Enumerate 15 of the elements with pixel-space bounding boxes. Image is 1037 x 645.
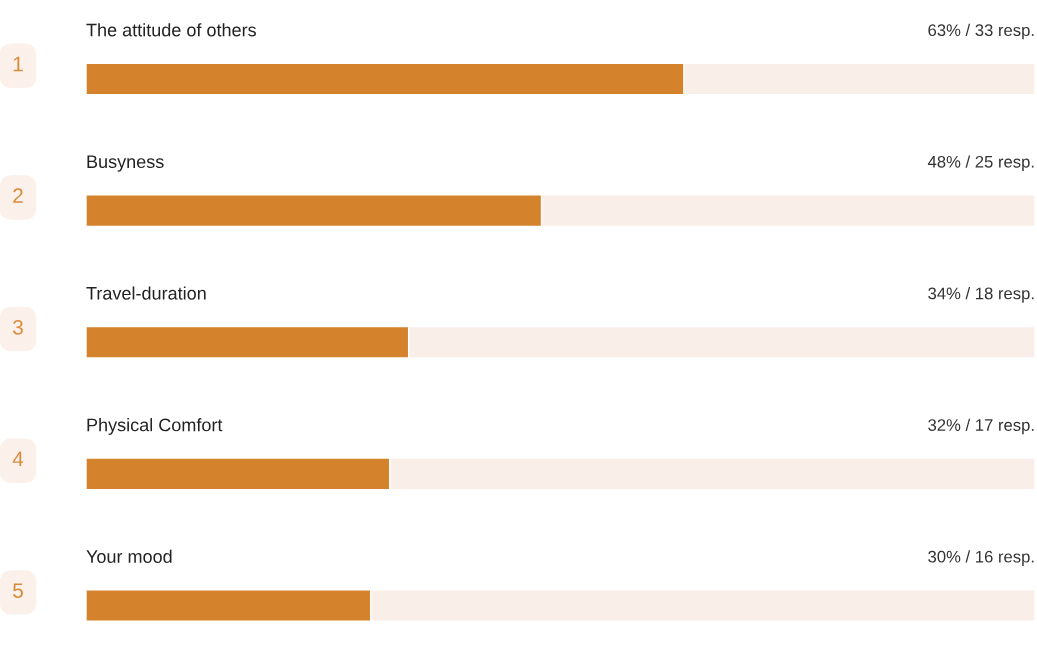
text: 1 xyxy=(13,56,23,72)
data-label: 63% / 33 resp. xyxy=(928,23,1034,40)
data-label: 30% / 16 resp. xyxy=(928,550,1034,566)
text: 4 xyxy=(12,451,24,467)
y-tick-label: Busyness xyxy=(87,155,164,172)
y-tick-label: The attitude of others xyxy=(86,23,256,37)
text: 2 xyxy=(13,188,23,203)
text: 5 xyxy=(13,583,23,598)
y-tick-label: Physical Comfort xyxy=(87,418,223,435)
data-label: 32% / 17 resp. xyxy=(928,418,1034,435)
text: 3 xyxy=(13,319,23,335)
data-label: 48% / 25 resp. xyxy=(927,155,1034,171)
data-label: 34% / 18 resp. xyxy=(928,287,1034,303)
y-tick-label: Travel-duration xyxy=(86,286,206,300)
y-tick-label: Your mood xyxy=(86,549,172,563)
